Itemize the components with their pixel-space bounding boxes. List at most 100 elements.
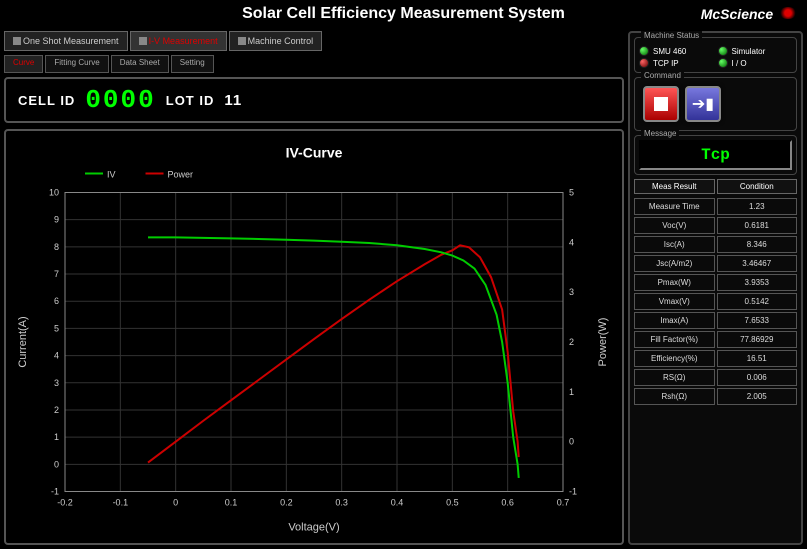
brand-swirl-icon — [779, 7, 797, 19]
status-grid: SMU 460SimulatorTCP IPI / O — [639, 42, 792, 68]
result-val-9: 0.006 — [717, 369, 798, 386]
tab-label: I-V Measurement — [149, 36, 218, 46]
result-key-1: Voc(V) — [634, 217, 715, 234]
tab-icon — [238, 37, 246, 45]
result-val-1: 0.6181 — [717, 217, 798, 234]
sub-tab-0[interactable]: Curve — [4, 55, 43, 73]
result-key-4: Pmax(W) — [634, 274, 715, 291]
status-led-icon — [718, 46, 728, 56]
result-val-0: 1.23 — [717, 198, 798, 215]
right-panel: Machine Status SMU 460SimulatorTCP IPI /… — [628, 31, 803, 545]
result-key-0: Measure Time — [634, 198, 715, 215]
svg-text:4: 4 — [569, 237, 574, 247]
main-area: One Shot Measurement I-V Measurement Machi… — [0, 27, 807, 549]
svg-text:10: 10 — [49, 188, 59, 198]
status-led-icon — [639, 58, 649, 68]
svg-text:0.1: 0.1 — [225, 498, 238, 508]
chart-container: -0.2-0.100.10.20.30.40.50.60.7-101234567… — [4, 129, 624, 545]
command-title: Command — [641, 71, 684, 80]
svg-text:2: 2 — [54, 405, 59, 415]
brand-logo: McScience — [701, 6, 797, 22]
left-panel: One Shot Measurement I-V Measurement Machi… — [4, 31, 624, 545]
svg-text:1: 1 — [569, 387, 574, 397]
stop-icon — [654, 97, 668, 111]
main-tab-2[interactable]: Machine Control — [229, 31, 323, 51]
message-group: Message Tcp — [634, 135, 797, 175]
svg-text:-1: -1 — [569, 487, 577, 497]
results-header: Meas Result Condition — [634, 179, 797, 194]
status-led-icon — [639, 46, 649, 56]
svg-text:3: 3 — [569, 287, 574, 297]
result-val-7: 77.86929 — [717, 331, 798, 348]
id-bar: CELL ID 0000 LOT ID 11 — [4, 77, 624, 123]
svg-text:4: 4 — [54, 351, 59, 361]
main-tabs: One Shot Measurement I-V Measurement Machi… — [4, 31, 624, 51]
svg-text:6: 6 — [54, 296, 59, 306]
result-key-5: Vmax(V) — [634, 293, 715, 310]
svg-text:IV: IV — [107, 170, 116, 180]
command-row: ➔▮ — [639, 82, 792, 126]
svg-text:0.5: 0.5 — [446, 498, 459, 508]
main-tab-0[interactable]: One Shot Measurement — [4, 31, 128, 51]
result-val-8: 16.51 — [717, 350, 798, 367]
svg-text:Power: Power — [168, 170, 194, 180]
results-grid: Measure Time1.23Voc(V)0.6181Isc(A)8.346J… — [634, 198, 797, 405]
svg-text:IV-Curve: IV-Curve — [286, 145, 343, 161]
result-key-9: RS(Ω) — [634, 369, 715, 386]
iv-curve-chart: -0.2-0.100.10.20.30.40.50.60.7-101234567… — [10, 135, 618, 539]
arrow-right-icon: ➔▮ — [692, 94, 714, 114]
tab-icon — [13, 37, 21, 45]
svg-text:0.6: 0.6 — [501, 498, 514, 508]
svg-text:Voltage(V): Voltage(V) — [288, 522, 339, 534]
svg-text:-1: -1 — [51, 487, 59, 497]
lot-id-value: 11 — [224, 92, 242, 109]
svg-text:0: 0 — [54, 459, 59, 469]
result-val-2: 8.346 — [717, 236, 798, 253]
svg-text:3: 3 — [54, 378, 59, 388]
status-label: I / O — [732, 59, 747, 68]
next-button[interactable]: ➔▮ — [685, 86, 721, 122]
result-val-5: 0.5142 — [717, 293, 798, 310]
svg-text:0: 0 — [569, 437, 574, 447]
cell-id-value: 0000 — [85, 85, 155, 115]
sub-tab-1[interactable]: Fitting Curve — [45, 55, 108, 73]
sub-tab-2[interactable]: Data Sheet — [111, 55, 169, 73]
result-val-6: 7.6533 — [717, 312, 798, 329]
result-key-2: Isc(A) — [634, 236, 715, 253]
machine-status-group: Machine Status SMU 460SimulatorTCP IPI /… — [634, 37, 797, 73]
svg-text:Current(A): Current(A) — [17, 316, 29, 367]
main-tab-1[interactable]: I-V Measurement — [130, 31, 227, 51]
svg-text:Power(W): Power(W) — [597, 318, 609, 367]
svg-text:5: 5 — [569, 188, 574, 198]
tab-icon — [139, 37, 147, 45]
result-val-10: 2.005 — [717, 388, 798, 405]
command-group: Command ➔▮ — [634, 77, 797, 131]
result-key-8: Efficiency(%) — [634, 350, 715, 367]
svg-text:1: 1 — [54, 432, 59, 442]
svg-text:-0.2: -0.2 — [57, 498, 73, 508]
stop-button[interactable] — [643, 86, 679, 122]
sub-tab-3[interactable]: Setting — [171, 55, 214, 73]
svg-text:7: 7 — [54, 269, 59, 279]
result-val-3: 3.46467 — [717, 255, 798, 272]
svg-text:0: 0 — [173, 498, 178, 508]
tab-label: Machine Control — [248, 36, 314, 46]
brand-text: McScience — [701, 6, 773, 22]
message-title: Message — [641, 129, 679, 138]
svg-text:0.4: 0.4 — [391, 498, 404, 508]
svg-text:0.3: 0.3 — [335, 498, 348, 508]
machine-status-title: Machine Status — [641, 31, 702, 40]
tab-label: One Shot Measurement — [23, 36, 119, 46]
app-root: Solar Cell Efficiency Measurement System… — [0, 0, 807, 549]
lot-id-label: LOT ID — [166, 93, 215, 108]
status-label: Simulator — [732, 47, 766, 56]
result-key-3: Jsc(A/m2) — [634, 255, 715, 272]
result-key-10: Rsh(Ω) — [634, 388, 715, 405]
svg-text:9: 9 — [54, 215, 59, 225]
sub-tabs: CurveFitting CurveData SheetSetting — [4, 55, 624, 73]
status-item-3: I / O — [718, 58, 793, 68]
svg-text:5: 5 — [54, 323, 59, 333]
status-item-1: Simulator — [718, 46, 793, 56]
status-item-2: TCP IP — [639, 58, 714, 68]
svg-text:0.7: 0.7 — [557, 498, 570, 508]
